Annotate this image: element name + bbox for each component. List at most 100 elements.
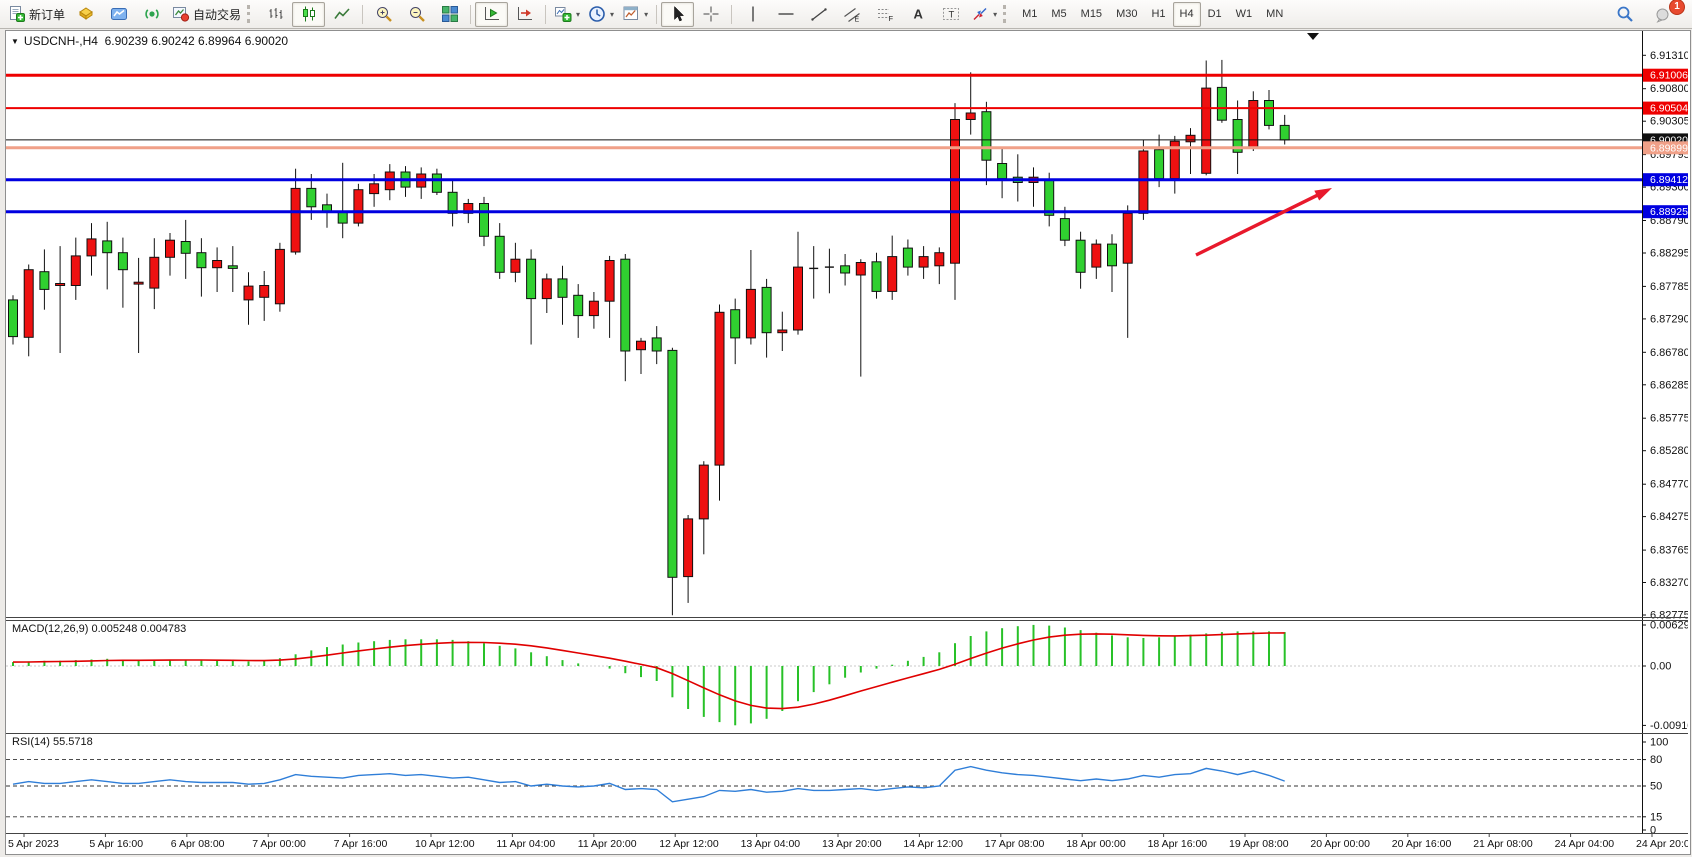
tf-m15-label: M15 xyxy=(1080,8,1103,20)
svg-text:13 Apr 04:00: 13 Apr 04:00 xyxy=(741,838,801,850)
crosshair-button[interactable] xyxy=(694,2,727,27)
svg-text:T: T xyxy=(948,10,954,21)
tf-w1-label: W1 xyxy=(1235,8,1253,20)
notification-count-badge: 1 xyxy=(1669,0,1685,15)
tf-d1-button[interactable]: D1 xyxy=(1201,2,1229,27)
line-chart-button[interactable] xyxy=(325,2,358,27)
tf-m30-button[interactable]: M30 xyxy=(1109,2,1144,27)
svg-text:6.83765: 6.83765 xyxy=(1650,545,1688,557)
tf-h4-label: H4 xyxy=(1179,8,1194,20)
rsi-pane: 100 80 50 15 0 xyxy=(6,737,1668,837)
new-order-button[interactable]: 新订单 xyxy=(4,2,69,27)
horizontal-line-button[interactable] xyxy=(769,2,802,27)
price-chart-canvas[interactable]: 6.913106.908006.903056.897956.893006.887… xyxy=(6,31,1692,852)
text-label-button[interactable]: T xyxy=(934,2,967,27)
chevron-down-icon: ▾ xyxy=(610,9,615,19)
trend-arrow-object[interactable] xyxy=(1195,188,1332,257)
fibo-icon: F xyxy=(876,5,894,23)
templates-button[interactable]: ▾ xyxy=(618,2,652,27)
periods-button[interactable]: ▾ xyxy=(584,2,618,27)
candles-layer xyxy=(8,59,1290,616)
signals-button[interactable] xyxy=(135,2,168,27)
chevron-down-icon: ▾ xyxy=(576,9,581,19)
svg-text:7 Apr 16:00: 7 Apr 16:00 xyxy=(334,838,388,850)
arrows-icon xyxy=(971,5,989,23)
svg-text:6.84770: 6.84770 xyxy=(1650,479,1688,491)
autotrading-label: 自动交易 xyxy=(193,7,242,22)
svg-text:0: 0 xyxy=(1650,825,1656,837)
cursor-button[interactable] xyxy=(661,1,695,27)
chart-blue-icon xyxy=(110,5,128,23)
indicators-button[interactable]: ▾ xyxy=(550,2,584,27)
trendline-button[interactable] xyxy=(802,2,835,27)
tf-h4-button[interactable]: H4 xyxy=(1172,1,1201,27)
crosshair-icon xyxy=(702,5,720,23)
tf-m1-button[interactable]: M1 xyxy=(1015,2,1044,27)
tf-m5-label: M5 xyxy=(1051,8,1067,20)
label-icon: T xyxy=(942,5,960,23)
zoom-out-button[interactable] xyxy=(400,2,433,27)
tf-mn-label: MN xyxy=(1266,8,1284,20)
toolbar-separator xyxy=(247,5,254,23)
chevron-down-icon: ▾ xyxy=(644,9,649,19)
tf-m15-button[interactable]: M15 xyxy=(1074,2,1109,27)
autotrading-icon xyxy=(172,5,190,23)
toolbar-groups: 新订单 自动交易 ▾ ▾ ▾ E F A T ▾ M1 M5 M15 M30 H1 H4 D1 W1 MN xyxy=(4,1,1290,27)
search-button[interactable] xyxy=(1608,2,1641,27)
svg-text:24 Apr 20:00: 24 Apr 20:00 xyxy=(1636,838,1688,850)
time-axis[interactable]: 5 Apr 2023 5 Apr 16:00 6 Apr 08:00 7 Apr 00… xyxy=(6,833,1692,850)
toolbar-separator xyxy=(470,4,472,24)
macd-pane: 0.006294 0.00 -0.009105 xyxy=(6,620,1692,732)
toolbar-separator xyxy=(656,4,658,24)
svg-text:18 Apr 00:00: 18 Apr 00:00 xyxy=(1066,838,1126,850)
toolbar-right: 1 xyxy=(1608,0,1688,27)
toolbar-separator xyxy=(731,4,733,24)
svg-text:6.89899: 6.89899 xyxy=(1650,142,1688,154)
tile-windows-button[interactable] xyxy=(433,2,466,27)
equidistant-channel-button[interactable]: E xyxy=(835,2,868,27)
svg-text:6.87290: 6.87290 xyxy=(1650,313,1688,325)
svg-text:6.89412: 6.89412 xyxy=(1650,174,1688,186)
zoom-in-icon xyxy=(375,5,393,23)
toolbar-separator xyxy=(545,4,547,24)
tf-w1-button[interactable]: W1 xyxy=(1229,2,1260,27)
svg-text:-0.009105: -0.009105 xyxy=(1650,720,1688,732)
autotrading-button[interactable]: 自动交易 xyxy=(168,2,245,27)
auto-scroll-button[interactable] xyxy=(475,1,509,27)
svg-text:19 Apr 08:00: 19 Apr 08:00 xyxy=(1229,838,1289,850)
tf-m5-button[interactable]: M5 xyxy=(1044,2,1073,27)
tf-h1-label: H1 xyxy=(1151,8,1166,20)
svg-text:6.83270: 6.83270 xyxy=(1650,577,1688,589)
chart-shift-button[interactable] xyxy=(508,2,541,27)
line-icon xyxy=(333,5,351,23)
svg-text:0.006294: 0.006294 xyxy=(1650,620,1688,632)
svg-text:5 Apr 16:00: 5 Apr 16:00 xyxy=(89,838,143,850)
fibonacci-button[interactable]: F xyxy=(868,2,901,27)
svg-text:6.84275: 6.84275 xyxy=(1650,511,1688,523)
notifications-button[interactable]: 1 xyxy=(1647,0,1685,27)
one-click-expander-icon[interactable]: ▼ xyxy=(11,37,19,46)
svg-text:6.91006: 6.91006 xyxy=(1650,70,1688,82)
svg-text:6.87785: 6.87785 xyxy=(1650,281,1688,293)
chart-shift-marker xyxy=(1307,33,1319,40)
new-chart-button[interactable] xyxy=(102,2,135,27)
vertical-line-button[interactable] xyxy=(736,2,769,27)
vline-icon xyxy=(744,5,762,23)
svg-text:6.91310: 6.91310 xyxy=(1650,50,1688,62)
svg-text:0.00: 0.00 xyxy=(1650,661,1671,673)
chart-window[interactable]: 6.91310 6.90800 6.90305 6.89795 6.89300 6.887… xyxy=(5,30,1692,855)
bar-chart-button[interactable] xyxy=(259,2,292,27)
market-watch-button[interactable] xyxy=(69,2,102,27)
svg-text:12 Apr 12:00: 12 Apr 12:00 xyxy=(659,838,719,850)
text-button[interactable]: A xyxy=(901,2,934,27)
clock-icon xyxy=(588,5,606,23)
zoom-in-button[interactable] xyxy=(367,2,400,27)
tf-mn-button[interactable]: MN xyxy=(1259,2,1290,27)
new-order-icon xyxy=(8,5,26,23)
svg-text:6 Apr 08:00: 6 Apr 08:00 xyxy=(171,838,225,850)
candle-chart-button[interactable] xyxy=(292,1,326,27)
tf-h1-button[interactable]: H1 xyxy=(1144,2,1172,27)
horizontal-line-objects[interactable] xyxy=(6,73,1642,214)
svg-text:6.90305: 6.90305 xyxy=(1650,116,1688,128)
arrows-button[interactable]: ▾ xyxy=(967,2,1001,27)
